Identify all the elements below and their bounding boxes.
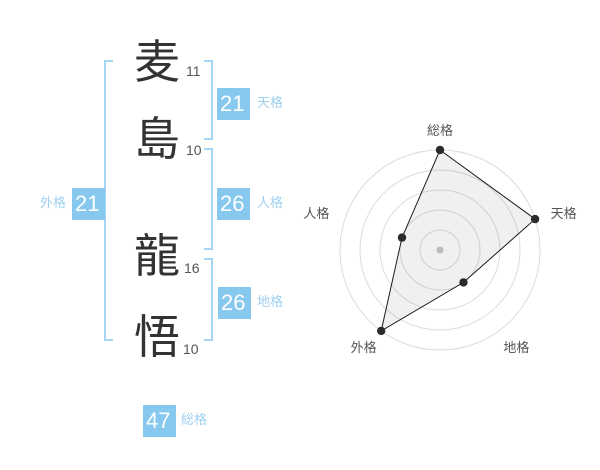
jinkaku-label: 人格 [257, 195, 284, 210]
radar-axis-label-3: 地格 [503, 340, 529, 355]
kanji-char-4: 悟 [134, 311, 180, 363]
stroke-count-3: 16 [184, 260, 200, 276]
radar-point-5 [397, 233, 407, 242]
radar-axis-label-2: 天格 [551, 206, 577, 221]
kanji-char-3: 龍 [134, 230, 180, 282]
radar-polygon [380, 149, 536, 332]
kanji-char-1: 麦 [134, 36, 180, 88]
radar-point-4 [377, 326, 386, 336]
radar-ring-2 [399, 209, 481, 291]
tenkaku-bracket [204, 60, 213, 140]
tenkaku-badge: 21 [217, 88, 250, 120]
stroke-count-2: 10 [186, 142, 202, 158]
stroke-count-1: 11 [186, 63, 201, 79]
tenkaku-label: 天格 [257, 95, 284, 110]
jinkaku-badge: 26 [217, 188, 250, 220]
soukaku-label: 総格 [181, 412, 208, 427]
radar-ring-4 [359, 169, 521, 331]
jinkaku-bracket [204, 148, 213, 250]
stroke-count-4: 10 [183, 341, 199, 357]
gaikaku-badge: 21 [72, 188, 105, 220]
radar-center-dot [436, 246, 444, 254]
radar-axis-label-1: 総格 [427, 123, 453, 138]
gaikaku-bracket [104, 60, 113, 341]
radar-axis-label-5: 人格 [303, 206, 329, 221]
kanji-char-2: 島 [134, 113, 180, 165]
radar-axis-label-4: 外格 [351, 340, 377, 355]
chikaku-badge: 26 [218, 287, 251, 319]
chikaku-bracket [204, 258, 213, 341]
chikaku-label: 地格 [257, 294, 284, 309]
radar-point-1 [435, 145, 445, 155]
soukaku-badge: 47 [143, 405, 176, 437]
radar-point-2 [530, 214, 540, 224]
radar-ring-1 [419, 229, 461, 271]
radar-point-3 [459, 278, 468, 287]
gaikaku-label: 外格 [39, 195, 66, 210]
